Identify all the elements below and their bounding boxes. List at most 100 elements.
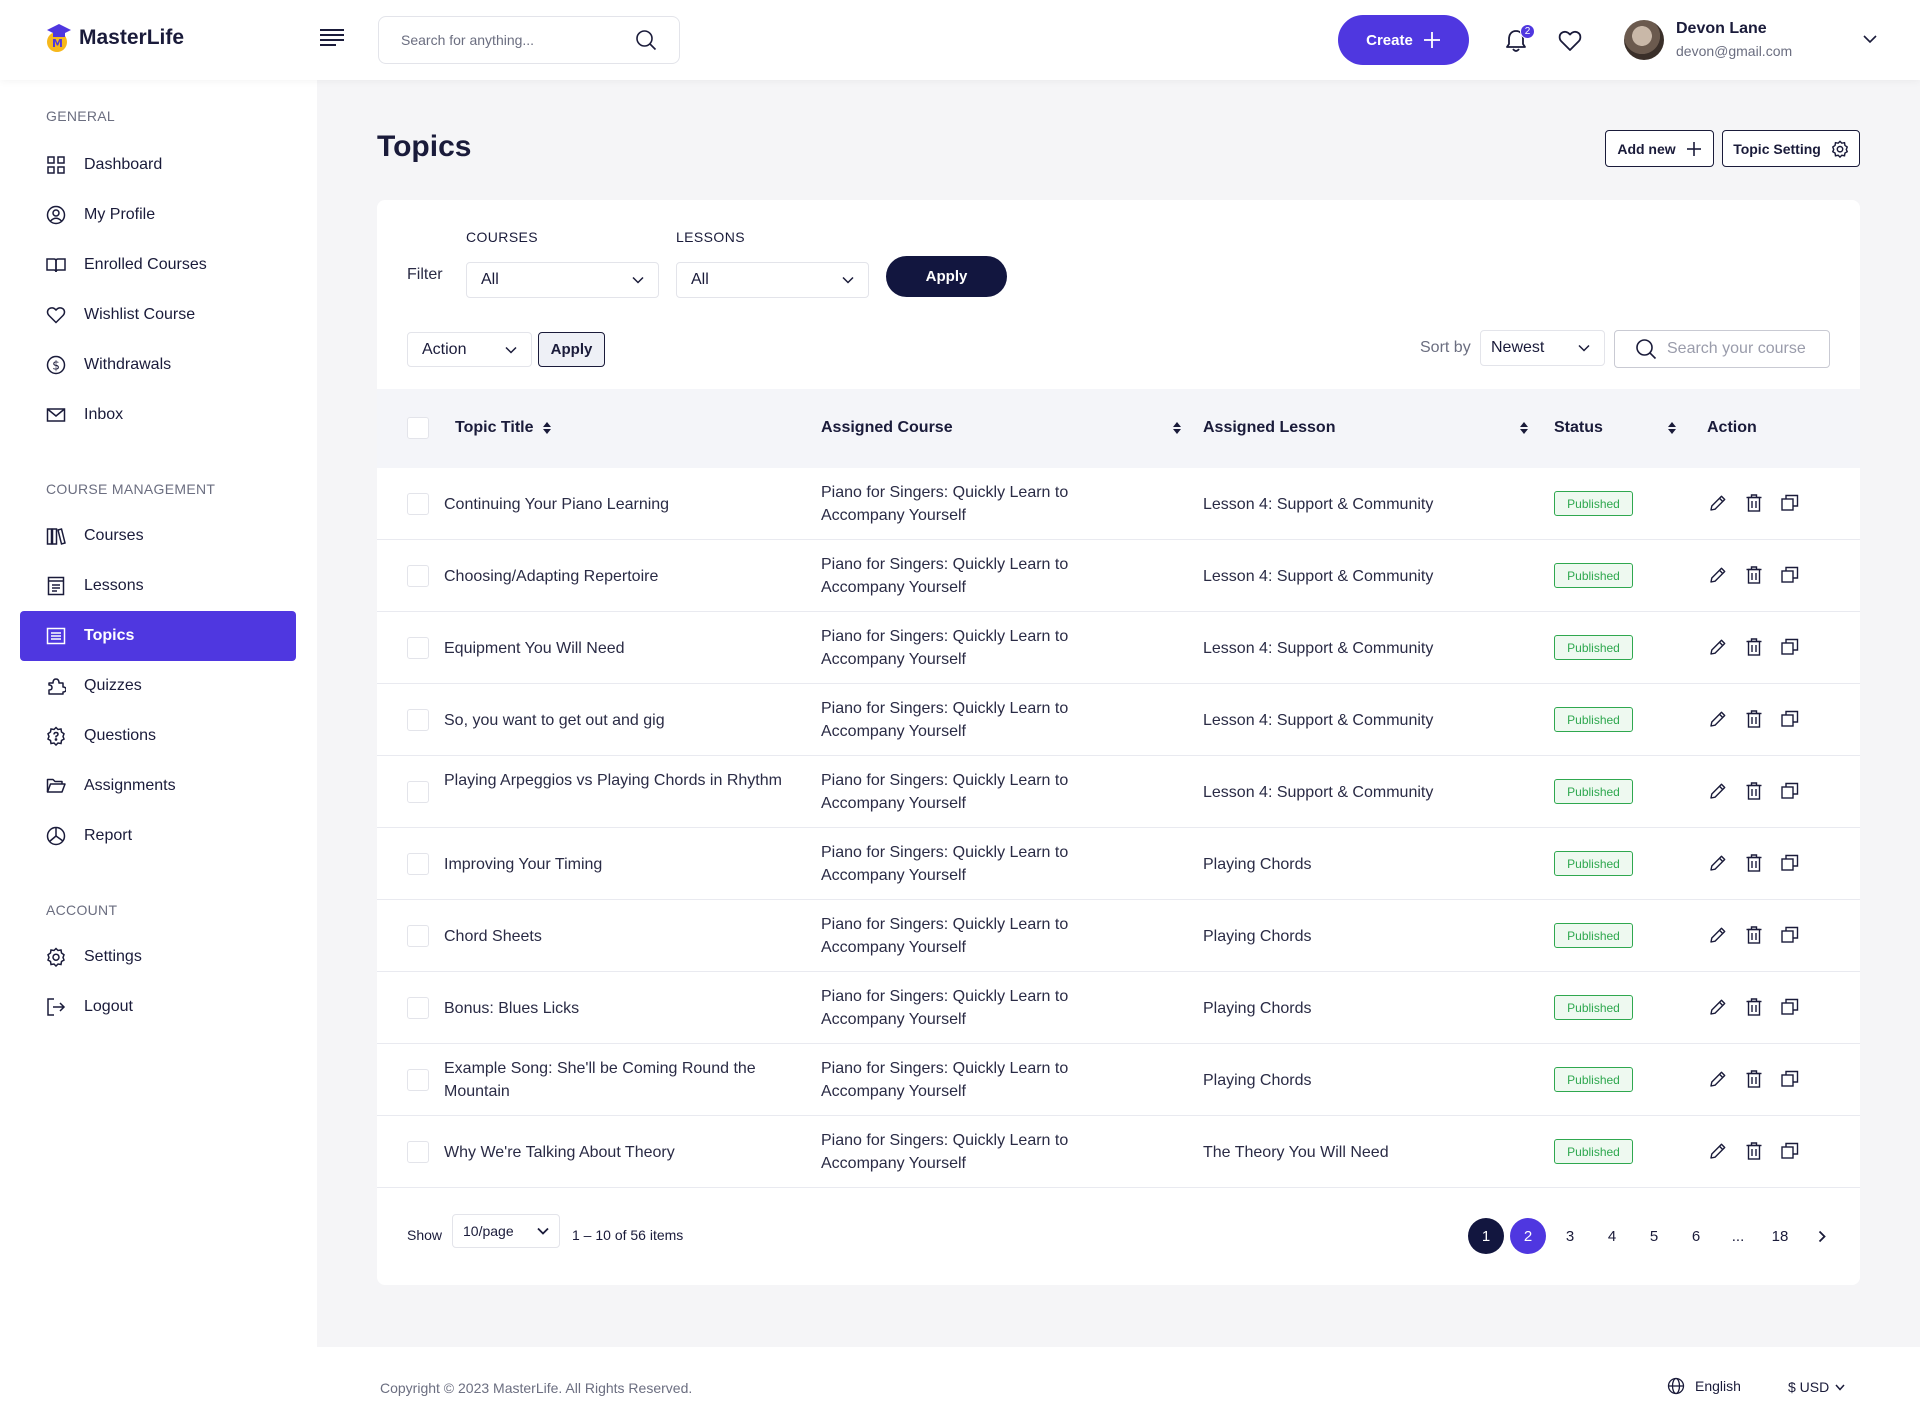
sidebar-item-courses[interactable]: Courses	[20, 511, 296, 561]
delete-button[interactable]	[1744, 997, 1764, 1017]
search-icon[interactable]	[635, 29, 657, 51]
column-assigned-course[interactable]: Assigned Course	[821, 419, 953, 436]
row-checkbox[interactable]	[407, 997, 429, 1019]
duplicate-button[interactable]	[1780, 925, 1800, 945]
edit-button[interactable]	[1708, 925, 1728, 945]
sidebar-item-questions[interactable]: Questions	[20, 711, 296, 761]
page-button[interactable]: 6	[1691, 1227, 1701, 1245]
create-button[interactable]: Create	[1338, 15, 1469, 65]
menu-toggle-button[interactable]	[320, 28, 346, 48]
topic-title[interactable]: Continuing Your Piano Learning	[444, 496, 670, 513]
sidebar-item-logout[interactable]: Logout	[20, 982, 296, 1032]
sidebar-item-quizzes[interactable]: Quizzes	[20, 661, 296, 711]
bulk-apply-button[interactable]: Apply	[538, 332, 605, 367]
delete-button[interactable]	[1744, 565, 1764, 585]
page-button[interactable]: 2	[1510, 1218, 1546, 1254]
logo[interactable]: M MasterLife	[45, 22, 184, 54]
delete-button[interactable]	[1744, 637, 1764, 657]
topic-title[interactable]: Equipment You Will Need	[444, 640, 625, 657]
row-checkbox[interactable]	[407, 781, 429, 803]
course-search-input[interactable]	[1667, 340, 1827, 358]
sort-select[interactable]: Newest	[1480, 330, 1605, 366]
delete-button[interactable]	[1744, 925, 1764, 945]
sidebar-item-report[interactable]: Report	[20, 811, 296, 861]
duplicate-button[interactable]	[1780, 1069, 1800, 1089]
topic-title[interactable]: So, you want to get out and gig	[444, 712, 665, 729]
row-checkbox[interactable]	[407, 565, 429, 587]
edit-button[interactable]	[1708, 997, 1728, 1017]
duplicate-button[interactable]	[1780, 997, 1800, 1017]
apply-filter-button[interactable]: Apply	[886, 256, 1007, 297]
sidebar-item-wishlist-course[interactable]: Wishlist Course	[20, 290, 296, 340]
row-checkbox[interactable]	[407, 637, 429, 659]
duplicate-button[interactable]	[1780, 781, 1800, 801]
duplicate-button[interactable]	[1780, 1141, 1800, 1161]
column-assigned-lesson[interactable]: Assigned Lesson	[1203, 419, 1336, 436]
delete-button[interactable]	[1744, 1141, 1764, 1161]
wishlist-button[interactable]	[1558, 30, 1582, 52]
user-menu-toggle[interactable]	[1863, 34, 1877, 44]
edit-button[interactable]	[1708, 1141, 1728, 1161]
sidebar-item-my-profile[interactable]: My Profile	[20, 190, 296, 240]
page-button[interactable]: 18	[1771, 1227, 1789, 1245]
sidebar-item-withdrawals[interactable]: $ Withdrawals	[20, 340, 296, 390]
sort-icon[interactable]	[1172, 421, 1182, 435]
edit-button[interactable]	[1708, 493, 1728, 513]
topic-title[interactable]: Choosing/Adapting Repertoire	[444, 568, 659, 585]
courses-filter-select[interactable]: All	[466, 262, 659, 298]
sidebar-item-assignments[interactable]: Assignments	[20, 761, 296, 811]
duplicate-button[interactable]	[1780, 853, 1800, 873]
edit-button[interactable]	[1708, 709, 1728, 729]
delete-button[interactable]	[1744, 853, 1764, 873]
notifications-button[interactable]: 2	[1504, 24, 1535, 54]
topic-title[interactable]: Playing Arpeggios vs Playing Chords in R…	[444, 772, 782, 789]
sidebar-item-lessons[interactable]: Lessons	[20, 561, 296, 611]
topic-title[interactable]: Chord Sheets	[444, 928, 542, 945]
topic-title[interactable]: Improving Your Timing	[444, 856, 603, 873]
row-checkbox[interactable]	[407, 853, 429, 875]
sidebar-item-inbox[interactable]: Inbox	[20, 390, 296, 440]
lessons-filter-select[interactable]: All	[676, 262, 869, 298]
duplicate-button[interactable]	[1780, 637, 1800, 657]
delete-button[interactable]	[1744, 781, 1764, 801]
edit-button[interactable]	[1708, 781, 1728, 801]
row-checkbox[interactable]	[407, 1141, 429, 1163]
topic-title[interactable]: Bonus: Blues Licks	[444, 1000, 580, 1017]
global-search-input[interactable]	[401, 32, 621, 48]
edit-button[interactable]	[1708, 565, 1728, 585]
language-selector[interactable]: English	[1667, 1377, 1741, 1395]
delete-button[interactable]	[1744, 1069, 1764, 1089]
topic-title[interactable]: Why We're Talking About Theory	[444, 1144, 675, 1161]
row-checkbox[interactable]	[407, 925, 429, 947]
page-button[interactable]: 3	[1565, 1227, 1575, 1245]
edit-button[interactable]	[1708, 1069, 1728, 1089]
duplicate-button[interactable]	[1780, 709, 1800, 729]
sidebar-item-enrolled-courses[interactable]: Enrolled Courses	[20, 240, 296, 290]
page-button[interactable]: 4	[1607, 1227, 1617, 1245]
sort-icon[interactable]	[1667, 421, 1677, 435]
delete-button[interactable]	[1744, 493, 1764, 513]
column-status[interactable]: Status	[1554, 419, 1603, 436]
row-checkbox[interactable]	[407, 709, 429, 731]
delete-button[interactable]	[1744, 709, 1764, 729]
row-checkbox[interactable]	[407, 493, 429, 515]
duplicate-button[interactable]	[1780, 565, 1800, 585]
page-button[interactable]: 1	[1468, 1218, 1504, 1254]
select-all-checkbox[interactable]	[407, 417, 429, 439]
sidebar-item-topics[interactable]: Topics	[20, 611, 296, 661]
edit-button[interactable]	[1708, 637, 1728, 657]
bulk-action-select[interactable]: Action	[407, 332, 532, 367]
per-page-select[interactable]: 10/page	[452, 1214, 560, 1248]
edit-button[interactable]	[1708, 853, 1728, 873]
currency-selector[interactable]: $ USD	[1788, 1379, 1845, 1395]
add-new-button[interactable]: Add new	[1605, 130, 1714, 167]
next-page-button[interactable]	[1804, 1218, 1840, 1254]
topic-title[interactable]: Example Song: She'll be Coming Round the…	[444, 1060, 756, 1100]
sort-icon[interactable]	[1519, 421, 1529, 435]
row-checkbox[interactable]	[407, 1069, 429, 1091]
sidebar-item-dashboard[interactable]: Dashboard	[20, 140, 296, 190]
column-topic-title[interactable]: Topic Title	[455, 419, 552, 437]
page-button[interactable]: 5	[1649, 1227, 1659, 1245]
topic-setting-button[interactable]: Topic Setting	[1722, 130, 1860, 167]
sidebar-item-settings[interactable]: Settings	[20, 932, 296, 982]
